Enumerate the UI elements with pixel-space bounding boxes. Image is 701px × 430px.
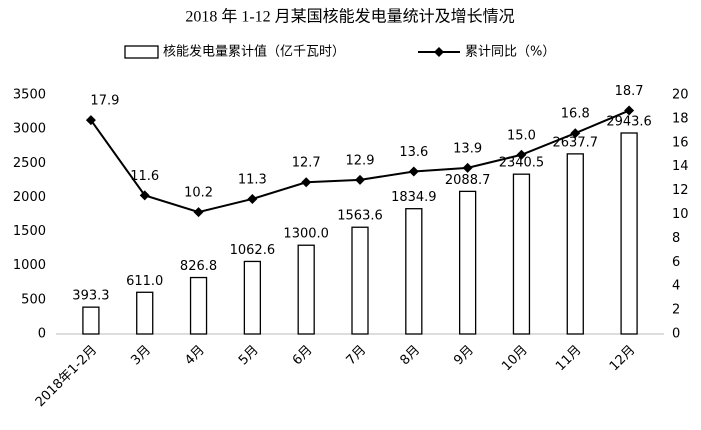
line-marker (85, 115, 96, 126)
y-tick-label: 2500 (13, 156, 46, 171)
x-tick-label: 2018年1-2月 (33, 343, 100, 410)
line-marker (301, 177, 312, 188)
line-marker (193, 207, 204, 218)
bar-value-label: 826.8 (180, 259, 217, 274)
bar-value-label: 1834.9 (391, 190, 437, 205)
line-value-label: 18.7 (615, 84, 644, 99)
y2-tick-label: 10 (672, 207, 689, 222)
y-tick-label: 1000 (13, 258, 46, 273)
chart-title: 2018 年 1-12 月某国核能发电量统计及增长情况 (185, 8, 514, 26)
bar-value-label: 1062.6 (230, 243, 276, 258)
line-value-label: 12.7 (292, 156, 321, 171)
line-marker (247, 193, 258, 204)
bar-value-label: 393.3 (72, 289, 109, 304)
legend-marker (434, 47, 444, 57)
line-marker (570, 128, 581, 139)
line-value-label: 11.6 (130, 169, 159, 184)
line-value-label: 15.0 (507, 128, 536, 143)
y-tick-label: 1500 (13, 224, 46, 239)
x-tick-label: 6月 (290, 343, 316, 369)
legend-swatch (124, 45, 159, 59)
bar-value-label: 1563.6 (337, 209, 383, 224)
bar (620, 132, 638, 335)
bar (82, 306, 100, 335)
x-tick-label: 8月 (397, 343, 423, 369)
bar-value-label: 2637.7 (553, 135, 599, 150)
bar (566, 153, 584, 335)
y-tick-label: 3000 (13, 122, 46, 137)
legend-label: 累计同比（%） (465, 45, 555, 60)
x-tick-label: 10月 (499, 343, 530, 374)
y2-tick-label: 14 (672, 159, 689, 174)
bar-value-label: 611.0 (126, 274, 163, 289)
line-marker (624, 105, 635, 116)
line-value-label: 16.8 (561, 107, 590, 122)
line-marker (408, 166, 419, 177)
line-value-label: 13.9 (453, 141, 482, 156)
bar (512, 173, 531, 335)
y-tick-label: 2000 (13, 190, 46, 205)
x-tick-label: 11月 (553, 343, 584, 374)
y-tick-label: 500 (21, 292, 46, 307)
y2-tick-label: 18 (672, 111, 689, 126)
bar (458, 190, 477, 335)
line-marker (355, 174, 365, 185)
y-tick-label: 0 (38, 327, 46, 342)
x-tick-label: 5月 (236, 343, 262, 369)
x-tick-label: 4月 (182, 343, 208, 369)
line-marker (462, 162, 473, 173)
bar-value-label: 2943.6 (606, 114, 652, 129)
y2-tick-label: 12 (672, 183, 689, 198)
line-value-label: 13.6 (399, 145, 428, 160)
y2-tick-label: 16 (672, 135, 689, 150)
bar (136, 291, 154, 335)
legend-label: 核能发电量累计值（亿千瓦时） (163, 44, 345, 60)
y2-tick-label: 4 (672, 279, 680, 294)
y2-tick-label: 2 (672, 303, 680, 318)
y2-tick-label: 8 (672, 231, 680, 246)
bar-value-label: 2340.5 (499, 156, 545, 171)
bar-value-label: 1300.0 (283, 227, 329, 242)
y2-tick-label: 0 (672, 327, 680, 342)
line-value-label: 11.3 (238, 172, 267, 187)
bar (405, 208, 423, 335)
y2-tick-label: 20 (672, 88, 689, 103)
bar-value-label: 2088.7 (445, 173, 491, 188)
line-marker (516, 149, 527, 160)
bar (351, 226, 369, 335)
y2-tick-label: 6 (672, 255, 680, 270)
x-tick-label: 7月 (344, 343, 370, 369)
y-tick-label: 3500 (13, 88, 46, 103)
bar (297, 244, 315, 335)
line-value-label: 17.9 (90, 94, 119, 109)
bar (243, 260, 262, 335)
x-tick-label: 9月 (451, 343, 477, 369)
x-tick-label: 12月 (607, 343, 638, 374)
line-marker (139, 190, 150, 201)
line-value-label: 12.9 (346, 153, 375, 168)
x-tick-label: 3月 (128, 343, 154, 369)
line-value-label: 10.2 (184, 186, 213, 201)
bar (189, 276, 208, 335)
